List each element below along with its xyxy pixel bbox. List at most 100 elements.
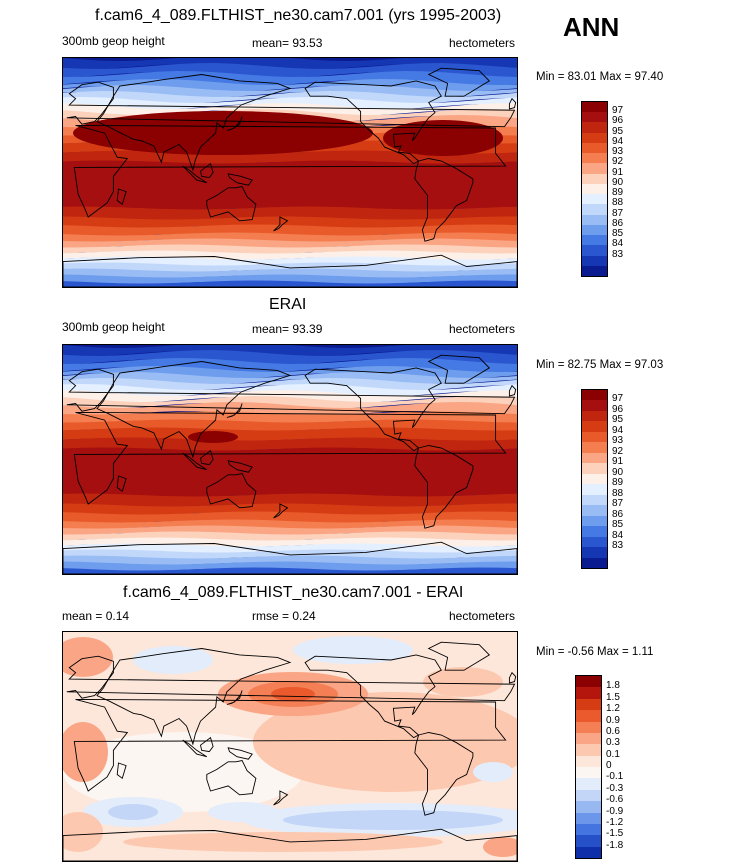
colorbar-swatch — [576, 721, 601, 733]
colorbar-tick-label: 85 — [612, 228, 624, 240]
colorbar-tick-label: -1.8 — [606, 839, 624, 851]
coastline — [508, 97, 517, 110]
panel-2-mean-label: mean= 93.39 — [252, 322, 323, 336]
colorbar-swatch — [576, 778, 601, 790]
colorbar-tick-label: 87 — [612, 498, 624, 510]
contour-band — [63, 206, 517, 221]
coastline — [63, 828, 517, 861]
coastline — [273, 790, 289, 806]
colorbar-tick-label: 96 — [612, 115, 624, 127]
coastline — [199, 736, 214, 753]
contour-band — [63, 493, 517, 508]
contour-blob — [271, 687, 315, 701]
contour-band — [63, 268, 517, 279]
coastline — [63, 541, 517, 574]
colorbar-tick-label: 88 — [612, 197, 624, 209]
colorbar-swatch — [582, 442, 607, 453]
contour-blob — [383, 120, 503, 156]
colorbar-tick-label: 0.3 — [606, 737, 620, 749]
contour-band — [63, 280, 517, 287]
colorbar-tick-label: 86 — [612, 217, 624, 229]
contour-blob — [73, 111, 373, 155]
colorbar-swatch — [576, 835, 601, 847]
colorbar-tick-label: 90 — [612, 466, 624, 478]
colorbar-tick-label: 97 — [612, 393, 624, 405]
coastline — [96, 74, 292, 172]
contour-band — [63, 224, 517, 237]
colorbar-tick-label: 0.6 — [606, 725, 620, 737]
panel-3-contour-field — [63, 632, 517, 861]
panel-2-contour-field — [63, 345, 517, 574]
colorbar-swatch — [576, 698, 601, 711]
panel-3-rmse-label: rmse = 0.24 — [252, 609, 316, 623]
contour-band — [63, 238, 517, 249]
contour-blob — [283, 810, 503, 830]
colorbar-swatch — [582, 400, 607, 411]
contour-blob — [483, 837, 517, 857]
coastline — [199, 449, 214, 466]
colorbar-tick-label: -1.5 — [606, 828, 624, 840]
colorbar-tick-label: 87 — [612, 207, 624, 219]
colorbar-swatch — [582, 255, 607, 266]
panel-3-colorbar: 1.8 1.5 1.2 0.9 0.6 0.3 0.1 0 -0.1 -0.3 -0.6 -0.9 -1… — [575, 675, 635, 859]
colorbar-tick-label: 90 — [612, 176, 624, 188]
colorbar-tick-label: 0.1 — [606, 748, 620, 760]
season-label: ANN — [563, 12, 620, 42]
panel-2-title: ERAI — [269, 296, 307, 313]
colorbar-tick-label: 93 — [612, 435, 624, 447]
contour-band — [63, 63, 517, 78]
coastlines — [63, 354, 517, 574]
colorbar-tick-label: 95 — [612, 414, 624, 426]
colorbar-tick-label: 92 — [612, 156, 624, 168]
colorbar-tick-label: -1.2 — [606, 816, 624, 828]
coastline — [73, 411, 507, 505]
coastline — [206, 185, 257, 222]
panel-1-contour-field — [63, 58, 517, 287]
contour-blob — [63, 722, 108, 782]
coastline — [116, 188, 127, 206]
coastline — [206, 759, 257, 796]
panel-1-mean-label: mean= 93.53 — [252, 36, 323, 50]
colorbar-swatch — [582, 390, 607, 401]
coastline — [304, 80, 442, 165]
colorbar-swatch — [582, 153, 607, 164]
colorbar-swatch — [582, 204, 607, 215]
colorbar-swatch — [576, 687, 601, 699]
coastline — [182, 165, 208, 184]
colorbar-swatch — [582, 224, 607, 236]
colorbar-swatch — [582, 214, 607, 225]
contour-band — [63, 256, 517, 267]
colorbar-swatch — [582, 122, 607, 133]
colorbar-tick-label: 88 — [612, 487, 624, 499]
panel-3-mean-label: mean = 0.14 — [62, 609, 130, 623]
colorbar-swatch — [582, 494, 607, 506]
coastline — [66, 368, 516, 415]
colorbar-tick-label: 83 — [612, 248, 624, 260]
coastline — [73, 698, 507, 792]
colorbar-swatch — [582, 505, 607, 516]
panel-1-variable-label: 300mb geop height — [62, 34, 165, 48]
panel-1-map — [62, 57, 518, 288]
coastline — [304, 367, 442, 452]
coastline — [116, 475, 127, 493]
coastline — [304, 654, 442, 739]
contour-blob — [133, 646, 213, 674]
panel-3-units-label: hectometers — [449, 609, 516, 623]
coastline — [227, 460, 253, 473]
colorbar-tick-label: 83 — [612, 540, 624, 552]
colorbar-swatch — [582, 102, 607, 113]
coastline — [273, 503, 289, 519]
contour-blob — [473, 762, 513, 782]
colorbar-swatch — [582, 410, 607, 422]
colorbar-tick-label: -0.3 — [606, 782, 624, 794]
colorbar-swatch — [582, 473, 607, 485]
colorbar-swatch — [582, 421, 607, 432]
colorbar-swatch — [582, 484, 607, 495]
contour-band — [63, 561, 517, 572]
colorbar-swatch — [576, 801, 601, 813]
colorbar-tick-label: 93 — [612, 146, 624, 158]
contour-blob — [63, 732, 303, 812]
contour-band — [63, 427, 517, 442]
contour-band — [63, 345, 517, 357]
panel-1-colorbar: 97 96 95 94 93 92 91 90 89 88 87 86 85 84 83 — [581, 101, 641, 277]
